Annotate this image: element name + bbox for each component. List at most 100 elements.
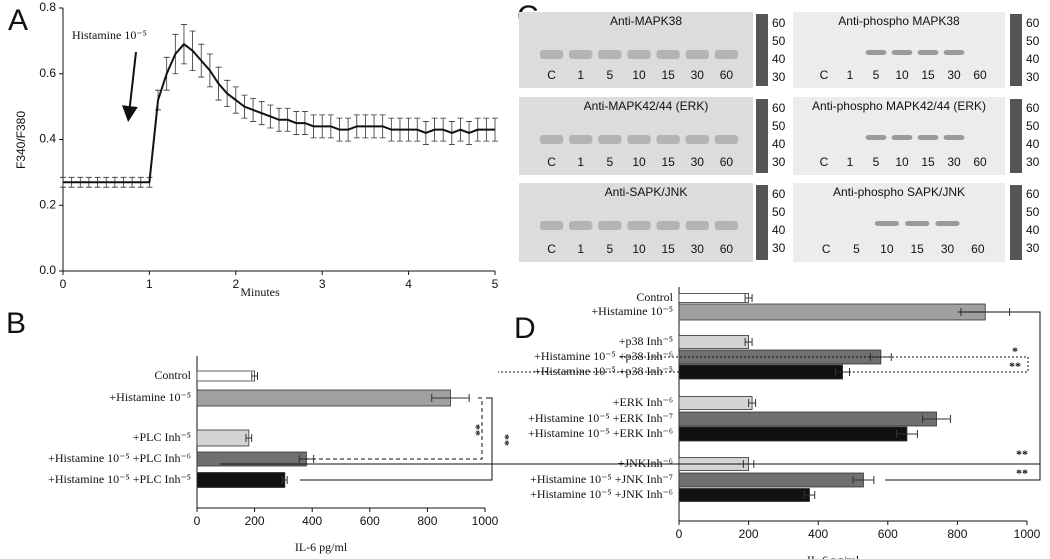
x-tick-label: 1 — [146, 277, 153, 291]
marker-label: 40 — [1026, 52, 1040, 66]
y-tick-label: 0.6 — [39, 66, 56, 80]
x-tick-label: 0 — [676, 527, 683, 541]
error-bar — [896, 430, 918, 438]
marker-ladder — [1010, 185, 1022, 260]
lane-label: 5 — [607, 242, 614, 256]
y-tick-label: 0.4 — [39, 132, 56, 146]
x-tick-label: 1000 — [472, 514, 499, 528]
marker-label: 40 — [772, 52, 786, 66]
bar — [678, 488, 810, 502]
band — [685, 135, 709, 144]
category-label: +Histamine 10⁻⁵ +p38 Inh⁻⁵ — [534, 364, 673, 378]
lane-label: 5 — [607, 155, 614, 169]
category-label: +p38 Inh⁻⁵ — [619, 334, 673, 348]
marker-label: 50 — [772, 205, 786, 219]
lane-label: 1 — [577, 155, 584, 169]
category-label: Control — [636, 290, 673, 304]
lane-label: 1 — [577, 68, 584, 82]
lane-label: 15 — [910, 242, 924, 256]
bracket — [300, 397, 483, 460]
bar — [196, 429, 250, 447]
lane-label: 30 — [691, 242, 705, 256]
band — [905, 221, 930, 226]
band — [714, 135, 739, 144]
category-label: +Histamine 10⁻⁵ — [591, 304, 673, 318]
lane-label: 1 — [847, 155, 854, 169]
band — [917, 50, 939, 55]
lane-label: 60 — [720, 155, 734, 169]
y-axis-label: F340/F380 — [14, 111, 28, 169]
x-tick-label: 600 — [878, 527, 898, 541]
band — [569, 135, 593, 144]
marker-label: 30 — [772, 70, 786, 84]
bar — [678, 411, 937, 427]
x-tick-label: 0 — [60, 277, 67, 291]
lane-label: C — [820, 155, 829, 169]
band — [656, 221, 680, 230]
significance: ** — [1016, 447, 1028, 461]
panel-label: D — [514, 312, 536, 345]
marker-ladder — [1010, 14, 1022, 86]
band — [656, 135, 680, 144]
x-tick-label: 0 — [194, 514, 201, 528]
marker-label: 30 — [772, 241, 786, 255]
error-bar — [245, 434, 253, 442]
blot-title: Anti-MAPK42/44 (ERK) — [584, 99, 709, 113]
category-label: +Histamine 10⁻⁵ +JNK Inh⁻⁶ — [530, 487, 673, 501]
bracket — [498, 356, 1029, 373]
band — [598, 135, 622, 144]
bar — [196, 389, 451, 407]
marker-label: 40 — [1026, 137, 1040, 151]
bar — [678, 426, 908, 442]
lane-label: 60 — [971, 242, 985, 256]
category-label: +PLC Inh⁻⁵ — [133, 430, 191, 444]
category-label: +Histamine 10⁻⁵ — [109, 390, 191, 404]
bar — [678, 303, 986, 321]
annotation: Histamine 10⁻⁵ — [72, 28, 147, 42]
x-axis-label: IL-6 pg/ml — [295, 540, 348, 554]
band — [714, 50, 739, 59]
lane-label: C — [547, 155, 556, 169]
band — [943, 135, 965, 140]
category-label: Control — [154, 368, 191, 382]
marker-label: 60 — [1026, 101, 1040, 115]
marker-label: 50 — [772, 119, 786, 133]
marker-label: 30 — [1026, 70, 1040, 84]
marker-label: 60 — [1026, 16, 1040, 30]
panel-label: B — [6, 307, 26, 340]
bracket — [885, 311, 1041, 481]
band — [865, 50, 887, 55]
error-bar — [852, 476, 875, 484]
error-bar — [922, 415, 951, 423]
lane-label: 15 — [921, 155, 935, 169]
x-tick-label: 800 — [947, 527, 967, 541]
lane-label: 15 — [661, 68, 675, 82]
category-label: +Histamine 10⁻⁵ +ERK Inh⁻⁶ — [528, 426, 673, 440]
bar — [678, 335, 749, 349]
lane-label: 10 — [895, 68, 909, 82]
lane-label: 30 — [947, 68, 961, 82]
x-axis-label: Minutes — [240, 285, 280, 299]
band — [627, 221, 651, 230]
lane-label: 10 — [632, 68, 646, 82]
marker-label: 30 — [1026, 241, 1040, 255]
band — [891, 135, 913, 140]
marker-label: 40 — [772, 137, 786, 151]
error-bar — [744, 294, 753, 302]
lane-label: 30 — [691, 68, 705, 82]
marker-label: 50 — [1026, 34, 1040, 48]
y-tick-label: 0.2 — [39, 197, 56, 211]
band — [627, 135, 651, 144]
significance: * — [1012, 344, 1018, 358]
band — [891, 50, 913, 55]
lane-label: C — [547, 242, 556, 256]
x-tick-label: 1000 — [1014, 527, 1041, 541]
blot — [793, 183, 1005, 262]
bar — [678, 472, 864, 488]
marker-ladder — [756, 185, 768, 260]
lane-label: 5 — [873, 68, 880, 82]
marker-label: 60 — [772, 101, 786, 115]
category-label: +JNKInh⁻⁶ — [618, 456, 673, 470]
band — [539, 221, 564, 230]
